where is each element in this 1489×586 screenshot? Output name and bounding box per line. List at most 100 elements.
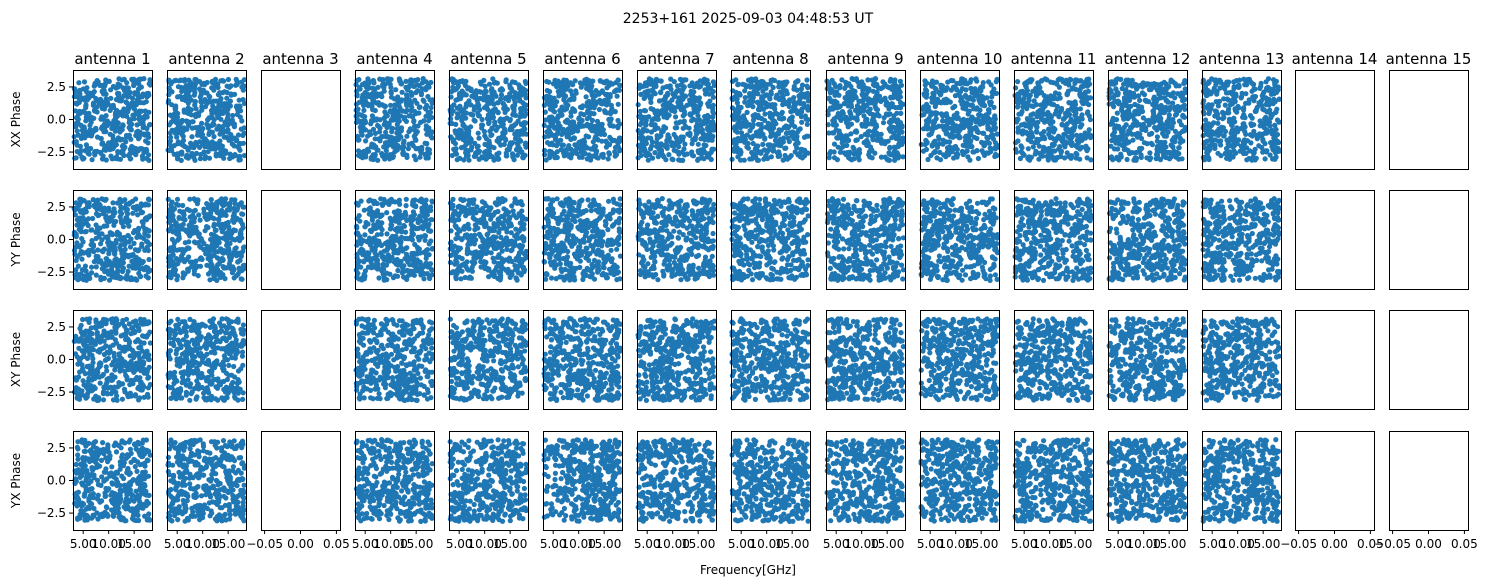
data-point	[976, 112, 982, 118]
data-point	[211, 134, 217, 140]
data-point	[459, 134, 465, 140]
data-point	[143, 138, 149, 144]
data-point	[488, 144, 495, 150]
data-point	[1142, 127, 1148, 133]
data-point	[663, 157, 669, 163]
data-point	[1042, 97, 1048, 103]
data-point	[1039, 77, 1045, 84]
data-point	[1072, 99, 1078, 105]
data-point	[773, 95, 779, 101]
data-point	[858, 134, 864, 140]
data-point	[184, 126, 190, 132]
data-point	[763, 85, 769, 91]
data-point	[516, 137, 523, 143]
data-point	[362, 127, 369, 133]
data-point	[576, 154, 583, 160]
data-point	[131, 82, 137, 89]
data-point	[1229, 127, 1235, 133]
panel-antenna-10-row-1: antenna 10	[917, 50, 1002, 170]
data-point	[370, 95, 376, 101]
data-point	[567, 80, 574, 86]
data-point	[1167, 105, 1173, 111]
data-point	[188, 112, 194, 118]
scatter-points	[71, 76, 153, 163]
data-point	[546, 79, 552, 85]
data-point	[139, 153, 145, 159]
data-point	[112, 155, 118, 161]
data-point	[689, 95, 696, 101]
data-point	[123, 132, 130, 139]
data-point	[830, 130, 836, 136]
data-point	[963, 118, 970, 124]
data-point	[1166, 119, 1172, 126]
data-point	[110, 104, 116, 111]
data-point	[1085, 109, 1091, 115]
data-point	[1058, 148, 1064, 154]
data-point	[637, 82, 643, 88]
data-point	[238, 108, 244, 114]
data-point	[230, 112, 236, 119]
data-point	[583, 133, 589, 139]
data-point	[837, 83, 843, 89]
data-point	[193, 150, 200, 156]
data-point	[413, 89, 419, 96]
data-point	[405, 146, 411, 152]
data-point	[1020, 104, 1026, 110]
data-point	[1118, 154, 1124, 160]
data-point	[448, 116, 454, 122]
data-point	[947, 139, 953, 145]
data-point	[117, 82, 123, 88]
data-point	[411, 153, 417, 159]
data-point	[399, 89, 405, 95]
data-point	[1035, 110, 1041, 116]
data-point	[458, 107, 464, 113]
data-point	[384, 153, 390, 159]
data-point	[943, 153, 950, 159]
data-point	[969, 102, 976, 108]
data-point	[1120, 126, 1126, 132]
data-point	[924, 126, 930, 132]
data-point	[206, 131, 212, 137]
data-point	[218, 144, 224, 150]
data-point	[658, 90, 664, 96]
data-point	[1161, 105, 1167, 111]
data-point	[123, 99, 129, 105]
data-point	[684, 151, 690, 157]
data-point	[136, 116, 142, 122]
data-point	[1170, 144, 1176, 150]
data-point	[387, 109, 394, 115]
data-point	[1203, 85, 1209, 91]
data-point	[1151, 109, 1157, 115]
data-point	[747, 84, 754, 90]
data-point	[966, 137, 972, 143]
data-point	[745, 145, 752, 151]
data-point	[922, 92, 928, 98]
data-point	[936, 134, 942, 140]
data-point	[695, 127, 701, 133]
data-point	[231, 143, 237, 149]
data-point	[74, 128, 80, 134]
data-point	[180, 133, 186, 139]
data-point	[125, 109, 131, 115]
data-point	[1253, 106, 1260, 112]
data-point	[770, 112, 776, 118]
data-point	[1028, 112, 1034, 118]
data-point	[212, 79, 218, 85]
data-point	[1120, 102, 1126, 108]
data-point	[174, 134, 180, 140]
data-point	[673, 114, 679, 120]
data-point	[467, 140, 473, 146]
data-point	[1016, 93, 1022, 99]
data-point	[1138, 154, 1144, 160]
data-point	[475, 101, 481, 107]
data-point	[653, 82, 659, 88]
scatter-points	[165, 76, 247, 163]
data-point	[379, 133, 385, 140]
data-point	[1113, 117, 1120, 123]
data-point	[113, 85, 119, 91]
data-point	[710, 102, 716, 108]
data-point	[595, 130, 601, 137]
data-point	[522, 78, 528, 85]
data-point	[571, 94, 577, 101]
data-point	[98, 136, 104, 142]
